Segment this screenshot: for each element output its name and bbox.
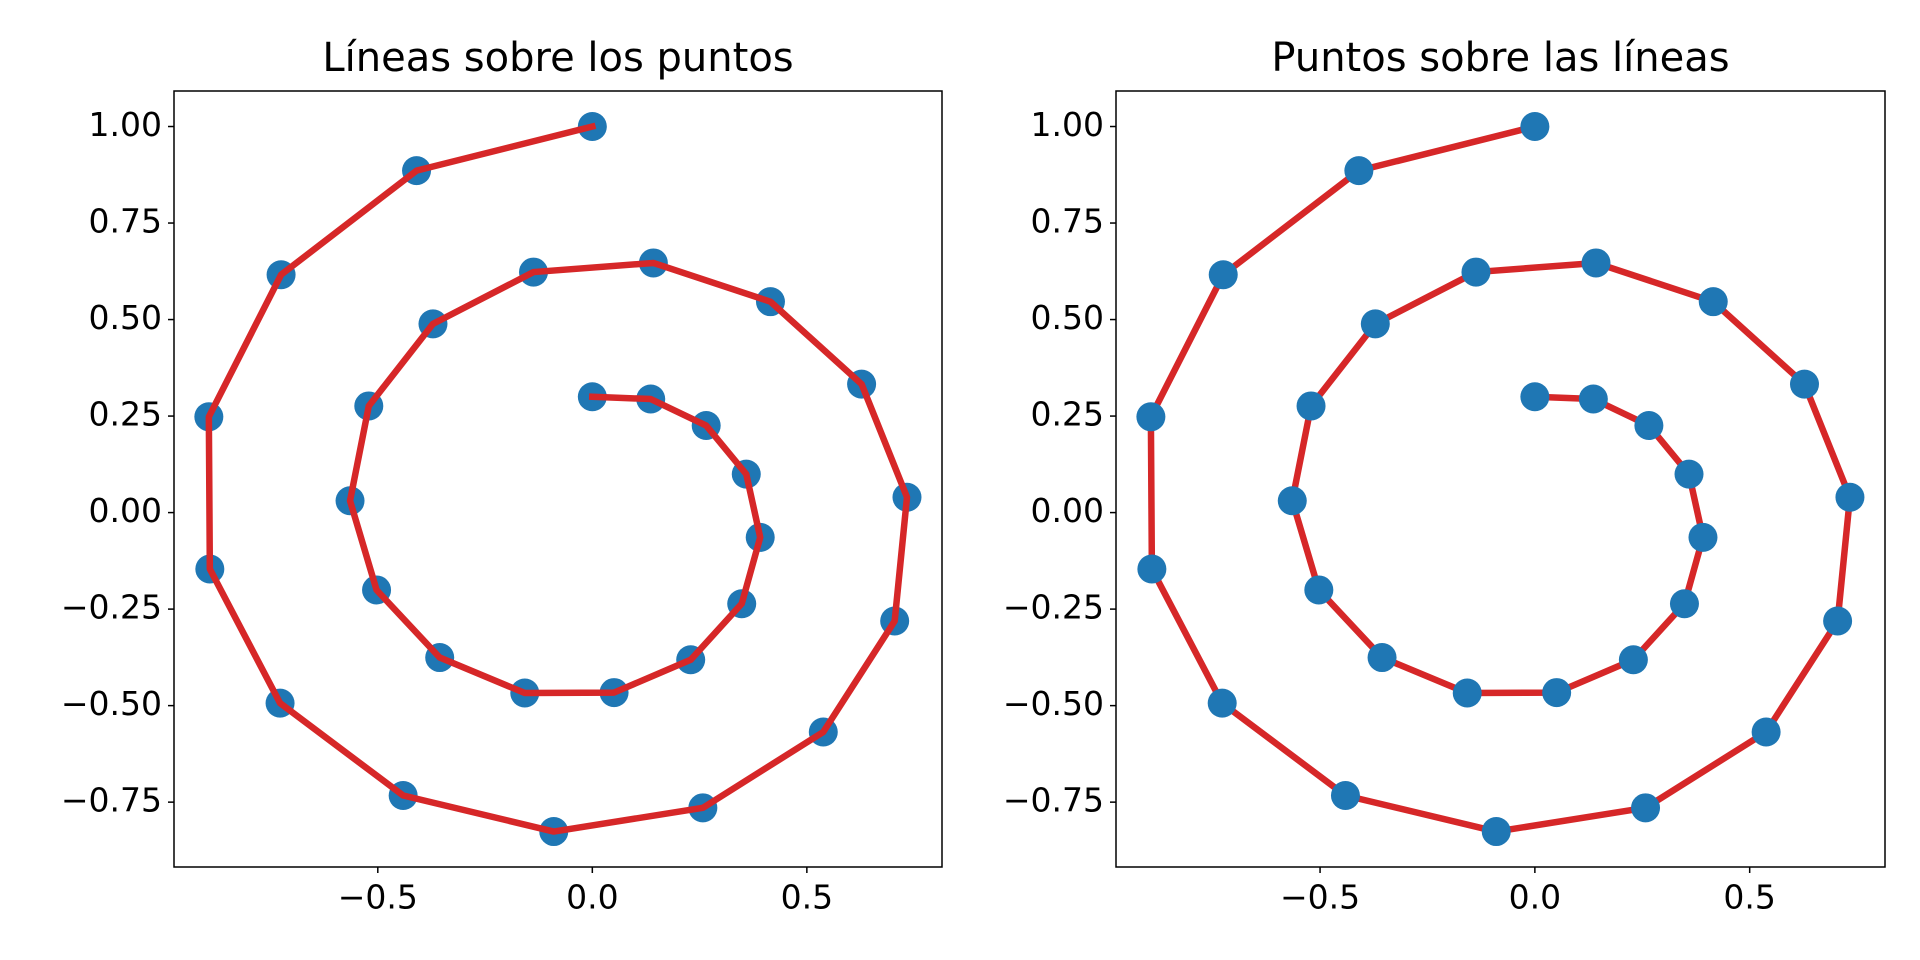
marker: [1698, 287, 1728, 317]
x-tick-label: −0.5: [1280, 878, 1360, 917]
marker: [1277, 486, 1307, 516]
marker: [1789, 369, 1819, 399]
line: [1147, 122, 1854, 835]
y-tick-label: −0.75: [1003, 781, 1104, 820]
marker: [1631, 793, 1661, 823]
y-tick-label: 0.50: [89, 298, 162, 337]
axes-frame: [1115, 90, 1886, 868]
y-tick-label: 0.75: [89, 202, 162, 241]
y-tick-label: 1.00: [89, 105, 162, 144]
y-tick-label: 0.75: [1031, 202, 1104, 241]
y-tick-label: −0.25: [1003, 588, 1104, 627]
subplot: Puntos sobre las líneas −0.5 0.0 0.5 −0.75 −0…: [1003, 35, 1886, 917]
marker: [1296, 391, 1326, 421]
x-tick-label: −0.5: [338, 878, 418, 917]
marker: [1674, 459, 1704, 489]
marker: [1634, 411, 1664, 441]
marker: [1137, 554, 1167, 584]
marker: [1688, 522, 1718, 552]
marker: [1578, 384, 1608, 414]
line: [205, 122, 911, 835]
axes-frame: [173, 90, 943, 868]
x-tick-label: 0.0: [1509, 878, 1561, 917]
y-tick-label: 0.00: [89, 491, 162, 530]
marker: [1481, 817, 1511, 847]
y-tick-label: −0.50: [1003, 684, 1104, 723]
marker: [1618, 645, 1648, 675]
x-tick-label: 0.5: [1723, 878, 1775, 917]
y-tick-label: 1.00: [1031, 105, 1104, 144]
marker: [1520, 112, 1550, 142]
y-tick-label: 0.00: [1031, 491, 1104, 530]
marker: [1304, 575, 1334, 605]
marker: [1452, 678, 1482, 708]
y-tick-label: −0.25: [61, 588, 162, 627]
subplot: Líneas sobre los puntos −0.5 0.0 0.5 −0.75 −0…: [61, 35, 943, 917]
chart-title: Puntos sobre las líneas: [1271, 35, 1729, 81]
x-tick-label: 0.5: [781, 878, 833, 917]
marker: [1330, 780, 1360, 810]
marker: [1136, 402, 1166, 432]
chart-title: Líneas sobre los puntos: [322, 35, 793, 81]
y-tick-label: −0.75: [61, 781, 162, 820]
marker: [1823, 606, 1853, 636]
marker: [1207, 688, 1237, 718]
y-tick-label: −0.50: [61, 684, 162, 723]
marker: [1520, 382, 1550, 412]
marker: [1581, 248, 1611, 278]
y-tick-label: 0.25: [1031, 395, 1104, 434]
y-tick-label: 0.25: [89, 395, 162, 434]
marker: [1461, 257, 1491, 287]
marker: [1367, 643, 1397, 673]
marker: [1751, 717, 1781, 747]
marker: [1344, 156, 1374, 186]
marker: [1835, 482, 1865, 512]
marker: [1542, 678, 1572, 708]
marker: [1208, 260, 1238, 290]
marker: [1669, 589, 1699, 619]
marker: [1360, 309, 1390, 339]
y-tick-label: 0.50: [1031, 298, 1104, 337]
x-tick-label: 0.0: [566, 878, 618, 917]
